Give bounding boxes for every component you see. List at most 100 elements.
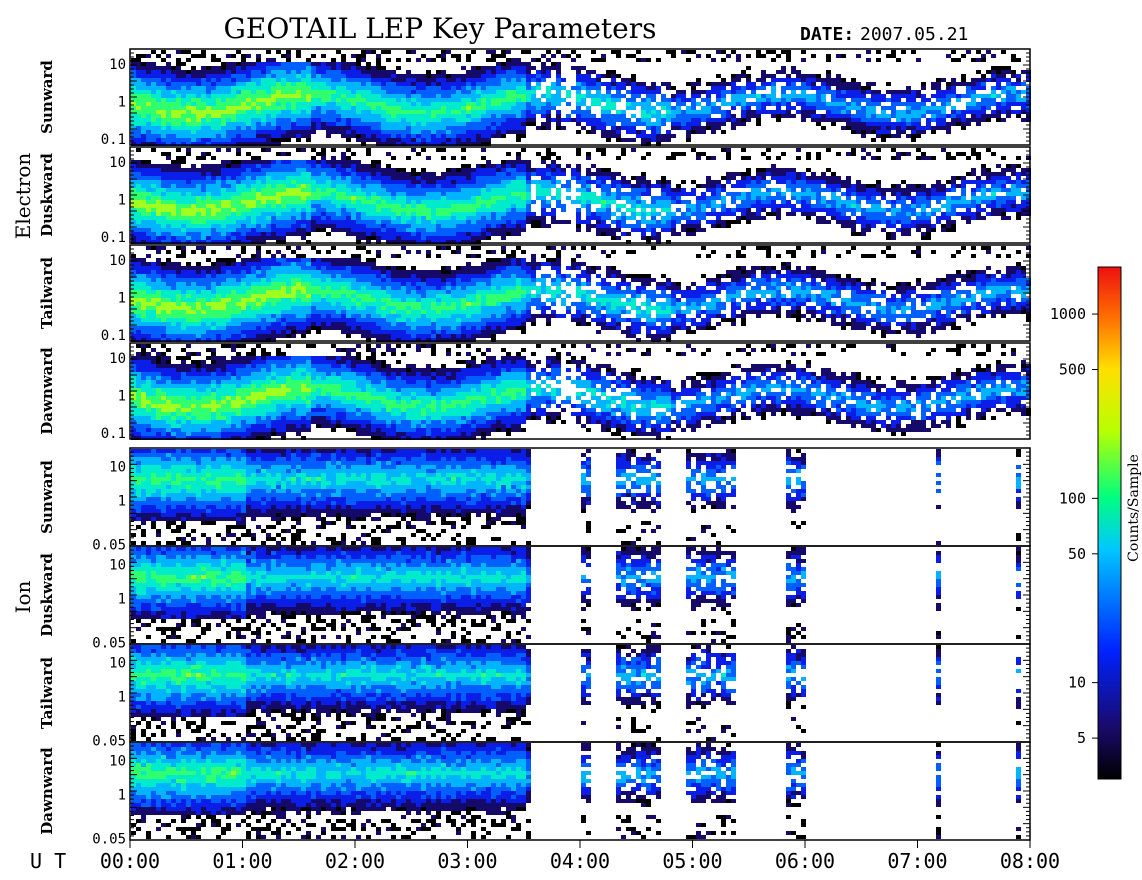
heatmap-cell <box>386 152 391 156</box>
heatmap-cell <box>371 236 376 240</box>
heatmap-cell <box>471 168 476 172</box>
heatmap-cell <box>856 122 861 126</box>
heatmap-cell <box>306 130 311 134</box>
heatmap-cell <box>251 114 256 118</box>
heatmap-cell <box>256 208 261 212</box>
heatmap-cell <box>166 118 171 122</box>
heatmap-cell <box>201 172 206 176</box>
heatmap-cell <box>306 78 311 82</box>
heatmap-cell <box>321 70 326 74</box>
heatmap-cell <box>331 86 336 90</box>
heatmap-cell <box>296 106 301 110</box>
heatmap-cell <box>1011 94 1016 98</box>
heatmap-cell <box>466 58 471 62</box>
heatmap-cell <box>421 102 426 106</box>
heatmap-cell <box>211 228 216 232</box>
heatmap-cell <box>556 118 561 122</box>
heatmap-cell <box>291 78 296 82</box>
heatmap-cell <box>241 180 246 184</box>
heatmap-cell <box>806 78 811 82</box>
heatmap-cell <box>946 94 951 98</box>
heatmap-cell <box>406 208 411 212</box>
heatmap-cell <box>771 110 776 114</box>
heatmap-cell <box>191 228 196 232</box>
heatmap-cell <box>656 204 661 208</box>
heatmap-cell <box>201 78 206 82</box>
heatmap-cell <box>171 74 176 78</box>
heatmap-cell <box>271 192 276 196</box>
heatmap-cell <box>341 94 346 98</box>
heatmap-cell <box>406 180 411 184</box>
heatmap-cell <box>291 204 296 208</box>
heatmap-cell <box>276 152 281 156</box>
heatmap-cell <box>511 204 516 208</box>
heatmap-cell <box>856 102 861 106</box>
heatmap-cell <box>191 164 196 168</box>
heatmap-cell <box>936 126 941 130</box>
heatmap-cell <box>461 180 466 184</box>
heatmap-cell <box>201 232 206 236</box>
heatmap-cell <box>696 78 701 82</box>
heatmap-cell <box>206 86 211 90</box>
heatmap-cell <box>521 208 526 212</box>
heatmap-cell <box>521 118 526 122</box>
heatmap-cell <box>176 130 181 134</box>
heatmap-cell <box>251 168 256 172</box>
heatmap-cell <box>166 130 171 134</box>
heatmap-cell <box>286 168 291 172</box>
heatmap-cell <box>426 58 431 62</box>
heatmap-cell <box>326 164 331 168</box>
heatmap-cell <box>376 212 381 216</box>
heatmap-cell <box>176 208 181 212</box>
heatmap-cell <box>441 122 446 126</box>
heatmap-cell <box>416 98 421 102</box>
heatmap-cell <box>621 196 626 200</box>
heatmap-cell <box>626 106 631 110</box>
heatmap-cell <box>246 94 251 98</box>
heatmap-cell <box>161 188 166 192</box>
heatmap-cell <box>376 98 381 102</box>
heatmap-cell <box>951 114 956 118</box>
heatmap-cell <box>471 180 476 184</box>
heatmap-cell <box>611 196 616 200</box>
heatmap-cell <box>861 94 866 98</box>
heatmap-cell <box>691 110 696 114</box>
heatmap-cell <box>196 168 201 172</box>
heatmap-cell <box>226 148 231 152</box>
heatmap-cell <box>676 122 681 126</box>
heatmap-cell <box>891 106 896 110</box>
heatmap-cell <box>421 86 426 90</box>
heatmap-cell <box>201 228 206 232</box>
heatmap-cell <box>901 130 906 134</box>
heatmap-cell <box>516 122 521 126</box>
heatmap-cell <box>271 212 276 216</box>
heatmap-cell <box>436 192 441 196</box>
heatmap-cell <box>821 106 826 110</box>
heatmap-cell <box>216 78 221 82</box>
heatmap-cell <box>236 216 241 220</box>
heatmap-cell <box>526 208 531 212</box>
heatmap-cell <box>506 168 511 172</box>
heatmap-cell <box>641 130 646 134</box>
heatmap-cell <box>651 204 656 208</box>
heatmap-cell <box>461 204 466 208</box>
heatmap-cell <box>391 126 396 130</box>
heatmap-cell <box>816 86 821 90</box>
heatmap-cell <box>466 208 471 212</box>
heatmap-cell <box>226 70 231 74</box>
heatmap-cell <box>251 192 256 196</box>
heatmap-cell <box>506 160 511 164</box>
heatmap-cell <box>256 130 261 134</box>
heatmap-cell <box>636 176 641 180</box>
heatmap-cell <box>466 98 471 102</box>
heatmap-cell <box>221 172 226 176</box>
heatmap-cell <box>636 130 641 134</box>
heatmap-cell <box>941 114 946 118</box>
heatmap-cell <box>171 142 176 146</box>
heatmap-cell <box>691 102 696 106</box>
heatmap-cell <box>441 110 446 114</box>
heatmap-cell <box>401 172 406 176</box>
heatmap-cell <box>436 204 441 208</box>
heatmap-cell <box>371 126 376 130</box>
heatmap-cell <box>161 106 166 110</box>
